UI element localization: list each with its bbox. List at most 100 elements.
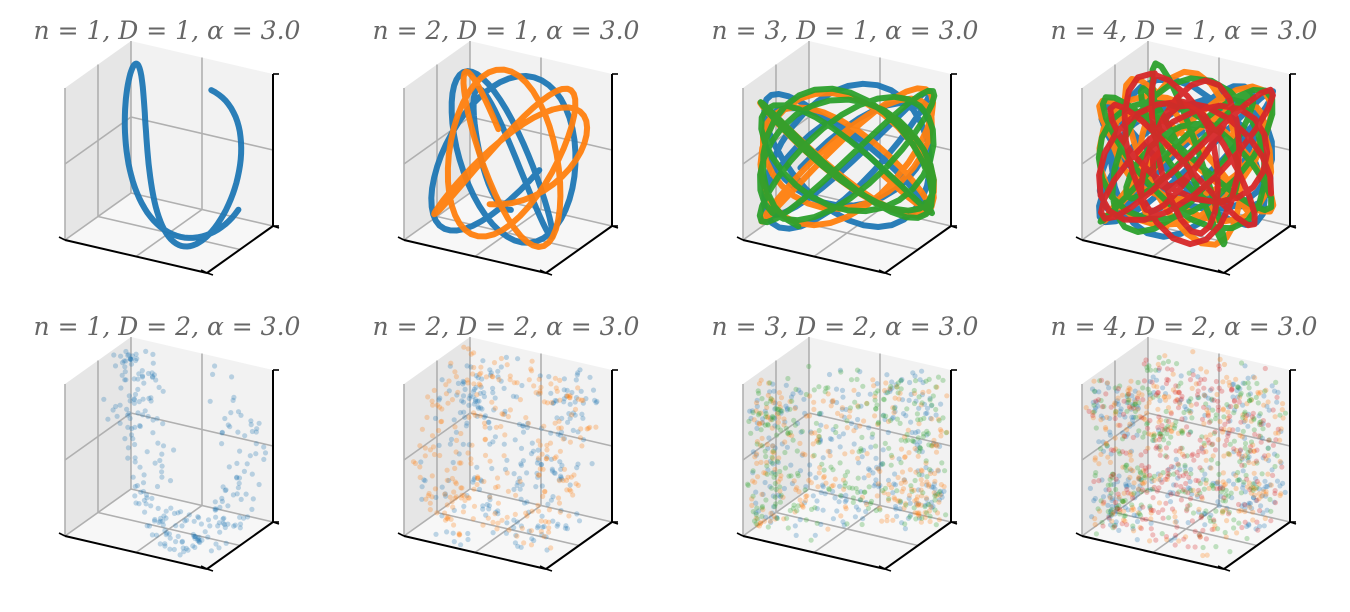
data-point — [1241, 419, 1247, 425]
data-point — [1172, 514, 1178, 520]
data-point — [531, 383, 537, 389]
data-point — [471, 381, 477, 387]
data-point — [502, 408, 508, 414]
data-point — [1274, 394, 1280, 400]
data-point — [487, 458, 493, 464]
data-point — [1224, 518, 1230, 524]
data-point — [1227, 383, 1233, 389]
data-point — [498, 355, 504, 362]
series-curve — [121, 60, 245, 250]
data-point — [1220, 470, 1226, 476]
data-point — [149, 532, 155, 538]
data-point — [140, 488, 146, 495]
data-point — [770, 448, 777, 454]
data-point — [833, 386, 840, 392]
data-point — [157, 457, 163, 464]
data-point — [1265, 445, 1271, 451]
data-point — [1141, 415, 1147, 421]
data-point — [1194, 392, 1201, 398]
data-point — [546, 507, 552, 513]
data-point — [1203, 369, 1210, 375]
data-point — [745, 481, 751, 487]
data-point — [154, 416, 160, 422]
data-point — [111, 352, 117, 358]
data-point — [1115, 401, 1121, 407]
data-point — [919, 481, 925, 487]
data-point — [937, 427, 943, 433]
data-point — [151, 518, 158, 524]
data-point — [821, 467, 827, 473]
data-point — [1093, 398, 1099, 404]
data-point — [775, 419, 781, 425]
data-point — [763, 401, 769, 407]
data-point — [914, 497, 920, 503]
data-point — [1212, 523, 1218, 529]
data-point — [501, 453, 507, 459]
data-point — [229, 374, 235, 380]
data-point — [528, 542, 535, 548]
data-point — [1103, 391, 1109, 397]
data-point — [1199, 494, 1205, 500]
data-point — [475, 474, 481, 480]
data-point — [930, 440, 936, 446]
data-point — [918, 502, 924, 508]
data-point — [1163, 380, 1170, 387]
data-point — [1153, 537, 1159, 543]
data-point — [897, 420, 903, 426]
data-point — [1125, 388, 1131, 394]
data-point — [192, 535, 198, 542]
data-point — [765, 392, 771, 398]
data-point — [451, 507, 457, 513]
data-point — [1145, 445, 1151, 451]
data-point — [216, 520, 222, 526]
data-point — [1116, 496, 1122, 502]
grid-line — [403, 412, 471, 461]
data-point — [175, 533, 181, 539]
data-point — [823, 385, 829, 391]
data-point — [1163, 500, 1169, 506]
data-point — [844, 418, 850, 424]
data-point — [469, 442, 475, 448]
data-point — [1245, 484, 1251, 490]
data-point — [776, 492, 782, 498]
data-point — [459, 398, 465, 404]
data-point — [1275, 389, 1281, 395]
data-point — [444, 477, 450, 483]
data-point — [760, 491, 766, 497]
data-point — [812, 505, 818, 511]
data-point — [1115, 479, 1121, 485]
data-point — [1147, 538, 1153, 544]
data-point — [759, 491, 765, 497]
data-point — [127, 415, 133, 421]
data-point — [1170, 371, 1176, 377]
data-point — [190, 531, 196, 538]
data-point — [884, 513, 890, 519]
data-point — [126, 352, 132, 358]
data-point — [907, 379, 913, 386]
data-point — [156, 519, 162, 525]
data-point — [1257, 422, 1263, 428]
data-point — [1172, 519, 1178, 525]
data-point — [1104, 380, 1111, 386]
data-point — [786, 432, 792, 438]
data-point — [1144, 404, 1150, 410]
data-point — [1201, 392, 1208, 398]
x-tick — [878, 269, 886, 274]
data-point — [494, 526, 500, 532]
data-point — [562, 525, 568, 531]
data-point — [1158, 417, 1164, 423]
data-point — [823, 480, 829, 486]
data-point — [541, 523, 547, 530]
data-point — [932, 478, 938, 484]
data-point — [574, 465, 580, 471]
data-point — [1157, 431, 1163, 437]
data-point — [1259, 493, 1265, 499]
data-point — [446, 477, 452, 484]
series-4 — [1096, 70, 1276, 248]
data-point — [894, 384, 900, 390]
data-point — [873, 455, 879, 461]
data-point — [471, 486, 477, 492]
data-point — [1089, 514, 1095, 520]
data-point — [1156, 419, 1162, 425]
data-point — [1134, 432, 1140, 438]
